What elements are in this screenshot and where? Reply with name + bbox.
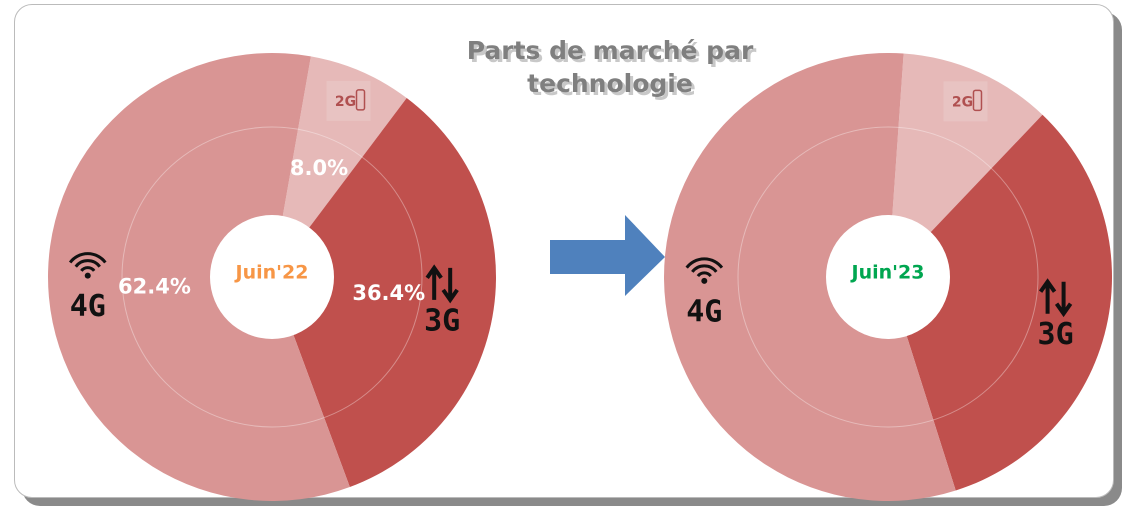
donut-slice xyxy=(888,53,1043,277)
chart-title: Parts de marché par technologie xyxy=(466,36,754,98)
icon-phone xyxy=(972,89,983,112)
donut-slice xyxy=(664,52,956,501)
icon-2g-box xyxy=(326,80,371,121)
icon-label: 3G xyxy=(1038,317,1074,352)
icon-label: 2G xyxy=(952,94,973,110)
icon-wifi-dot xyxy=(84,272,91,279)
icon-wifi-arc xyxy=(691,264,718,273)
inner-ring xyxy=(737,126,1039,428)
donut-slice xyxy=(272,56,407,278)
value-label: 62.4% xyxy=(118,275,191,299)
icon-2g-box xyxy=(943,81,988,122)
icon-phone xyxy=(355,89,366,111)
donut-hole xyxy=(826,215,950,339)
icon-label: 3G xyxy=(424,303,460,338)
center-label: Juin'22 xyxy=(234,262,309,284)
icon-label: 4G xyxy=(70,289,106,324)
inner-ring xyxy=(121,126,423,428)
arrow xyxy=(550,215,665,296)
donut-slice xyxy=(888,114,1112,491)
icon-label: 4G xyxy=(686,294,722,329)
icon-wifi-arc xyxy=(80,266,96,272)
value-label: 36.4% xyxy=(352,281,425,305)
icon-wifi-arc xyxy=(68,252,107,264)
value-label: 8.0% xyxy=(290,156,348,180)
icon-wifi-dot xyxy=(701,277,708,284)
donut-slice xyxy=(48,52,350,501)
donut-hole xyxy=(210,215,334,339)
icon-wifi-arc xyxy=(74,259,101,268)
icon-arrows xyxy=(425,264,459,304)
donut-slice xyxy=(272,98,497,488)
icon-arrows xyxy=(1038,278,1073,318)
center-label: Juin'23 xyxy=(850,262,925,284)
icon-label: 2G xyxy=(335,94,356,110)
icon-wifi-arc xyxy=(696,271,712,278)
icon-wifi-arc xyxy=(685,257,724,269)
